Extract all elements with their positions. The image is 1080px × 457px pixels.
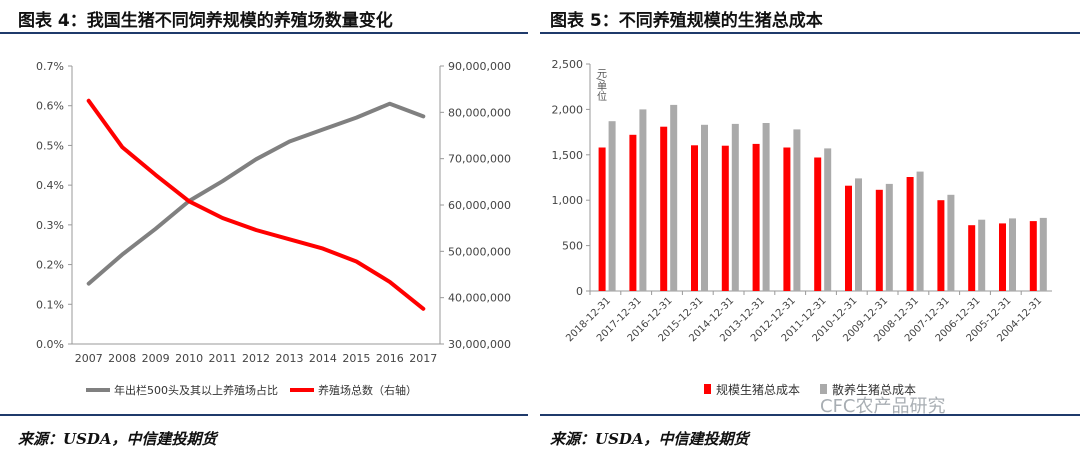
bar-y-tick-label: 2,000 (552, 103, 584, 116)
x-tick-label: 2015 (342, 352, 370, 365)
bar-y-tick-label: 1,000 (552, 194, 584, 207)
bar-legend-swatch-1 (820, 384, 827, 394)
x-tick-label: 2014 (309, 352, 337, 365)
x-tick-label: 2009 (142, 352, 170, 365)
right-bar-chart: 0 500 1,000 1,500 2,000 2,500 2018-12-312017-… (552, 58, 1052, 397)
bar-0 (1029, 221, 1037, 291)
series-line-0 (86, 101, 426, 286)
bar-0 (968, 225, 976, 291)
left-y-tick-label: 0.2% (36, 259, 64, 272)
x-tick-label: 2007 (75, 352, 103, 365)
left-y-tick-label: 0.5% (36, 139, 64, 152)
top-divider-left (0, 32, 528, 34)
bar-y-ticks: 0 500 1,000 1,500 2,000 2,500 (552, 58, 590, 298)
series-line-1 (86, 98, 426, 311)
bar-1 (824, 148, 832, 291)
bar-series (598, 104, 1047, 292)
watermark-text: CFC农产品研究 (820, 396, 946, 417)
right-chart-legend: 规模生猪总成本 散养生猪总成本 (704, 382, 916, 397)
bar-1 (916, 171, 924, 291)
left-y-tick-label: 0.6% (36, 100, 64, 113)
bar-0 (752, 143, 760, 291)
bar-0 (691, 145, 698, 291)
bar-1 (855, 178, 862, 291)
x-tick-label: 2017 (409, 352, 437, 365)
legend-label-1: 养殖场总数（右轴） (318, 383, 417, 397)
bar-0 (937, 200, 945, 291)
x-tick-label: 2013 (275, 352, 303, 365)
bar-1 (670, 104, 678, 292)
bar-1 (731, 123, 739, 292)
bar-0 (660, 126, 668, 291)
bar-0 (906, 177, 914, 291)
right-y-tick-label: 50,000,000 (448, 245, 511, 258)
bar-0 (721, 145, 729, 291)
right-chart-title: 图表 5：不同养殖规模的生猪总成本 (550, 11, 823, 31)
bar-1 (885, 183, 893, 291)
bar-legend-label-1: 散养生猪总成本 (832, 382, 916, 397)
right-y-tick-label: 70,000,000 (448, 153, 511, 166)
right-y-tick-label: 30,000,000 (448, 338, 511, 351)
left-chart-legend: 年出栏500头及其以上养殖场占比 养殖场总数（右轴） (86, 383, 417, 397)
x-tick-label: 2010 (175, 352, 203, 365)
x-tick-label: 2012 (242, 352, 270, 365)
bar-1 (1009, 218, 1016, 291)
bar-1 (608, 121, 616, 291)
bar-y-axis-label: 元/单位 (595, 68, 607, 101)
bar-y-tick-label: 2,500 (552, 58, 584, 71)
bar-0 (814, 157, 822, 291)
right-y-tick-label: 40,000,000 (448, 292, 511, 305)
bar-1 (1039, 217, 1047, 291)
legend-label-0: 年出栏500头及其以上养殖场占比 (114, 383, 278, 397)
bar-0 (629, 134, 637, 291)
bar-1 (762, 123, 770, 291)
right-y-tick-label: 90,000,000 (448, 60, 511, 73)
bar-legend-swatch-0 (704, 384, 711, 394)
bar-1 (701, 124, 708, 291)
bar-legend-label-0: 规模生猪总成本 (716, 382, 800, 397)
left-source: 来源：USDA，中信建投期货 (18, 430, 217, 448)
bar-0 (999, 223, 1006, 291)
bar-0 (845, 185, 852, 291)
left-y-tick-label: 0.1% (36, 298, 64, 311)
bar-0 (783, 147, 791, 291)
right-y-ticks: 30,000,000 40,000,000 50,000,000 60,000,000… (440, 60, 511, 351)
line-series (86, 98, 426, 311)
left-y-tick-label: 0.0% (36, 338, 64, 351)
bar-y-tick-label: 500 (562, 240, 583, 253)
bar-y-tick-label: 1,500 (552, 149, 584, 162)
bottom-divider-right (540, 414, 1080, 416)
right-y-tick-label: 80,000,000 (448, 106, 511, 119)
bar-y-tick-label: 0 (576, 285, 583, 298)
top-divider-right (540, 32, 1080, 34)
bar-0 (598, 147, 606, 291)
bar-1 (947, 194, 955, 291)
left-line-chart: 0.0% 0.1% 0.2% 0.3% 0.4% 0.5% 0.6% 0.7% 30,000,… (36, 60, 511, 397)
bottom-divider-left (0, 414, 528, 416)
x-tick-label: 2016 (376, 352, 404, 365)
x-ticks: 2007 2008 2009 2010 2011 2012 2013 2014 2015 2016… (75, 352, 438, 365)
bar-x-ticks: 2018-12-312017-12-312016-12-312015-12-31… (564, 291, 1044, 344)
left-chart-title: 图表 4：我国生猪不同饲养规模的养殖场数量变化 (18, 11, 393, 31)
x-tick-label: 2008 (108, 352, 136, 365)
bar-1 (793, 129, 801, 291)
bar-1 (639, 109, 647, 292)
right-source: 来源：USDA，中信建投期货 (550, 430, 749, 448)
x-tick-label: 2011 (209, 352, 237, 365)
left-y-tick-label: 0.3% (36, 219, 64, 232)
right-y-tick-label: 60,000,000 (448, 199, 511, 212)
bar-0 (875, 189, 883, 291)
bar-1 (978, 219, 986, 291)
left-y-tick-label: 0.4% (36, 179, 64, 192)
left-y-ticks: 0.0% 0.1% 0.2% 0.3% 0.4% 0.5% 0.6% 0.7% (36, 60, 72, 351)
left-y-tick-label: 0.7% (36, 60, 64, 73)
